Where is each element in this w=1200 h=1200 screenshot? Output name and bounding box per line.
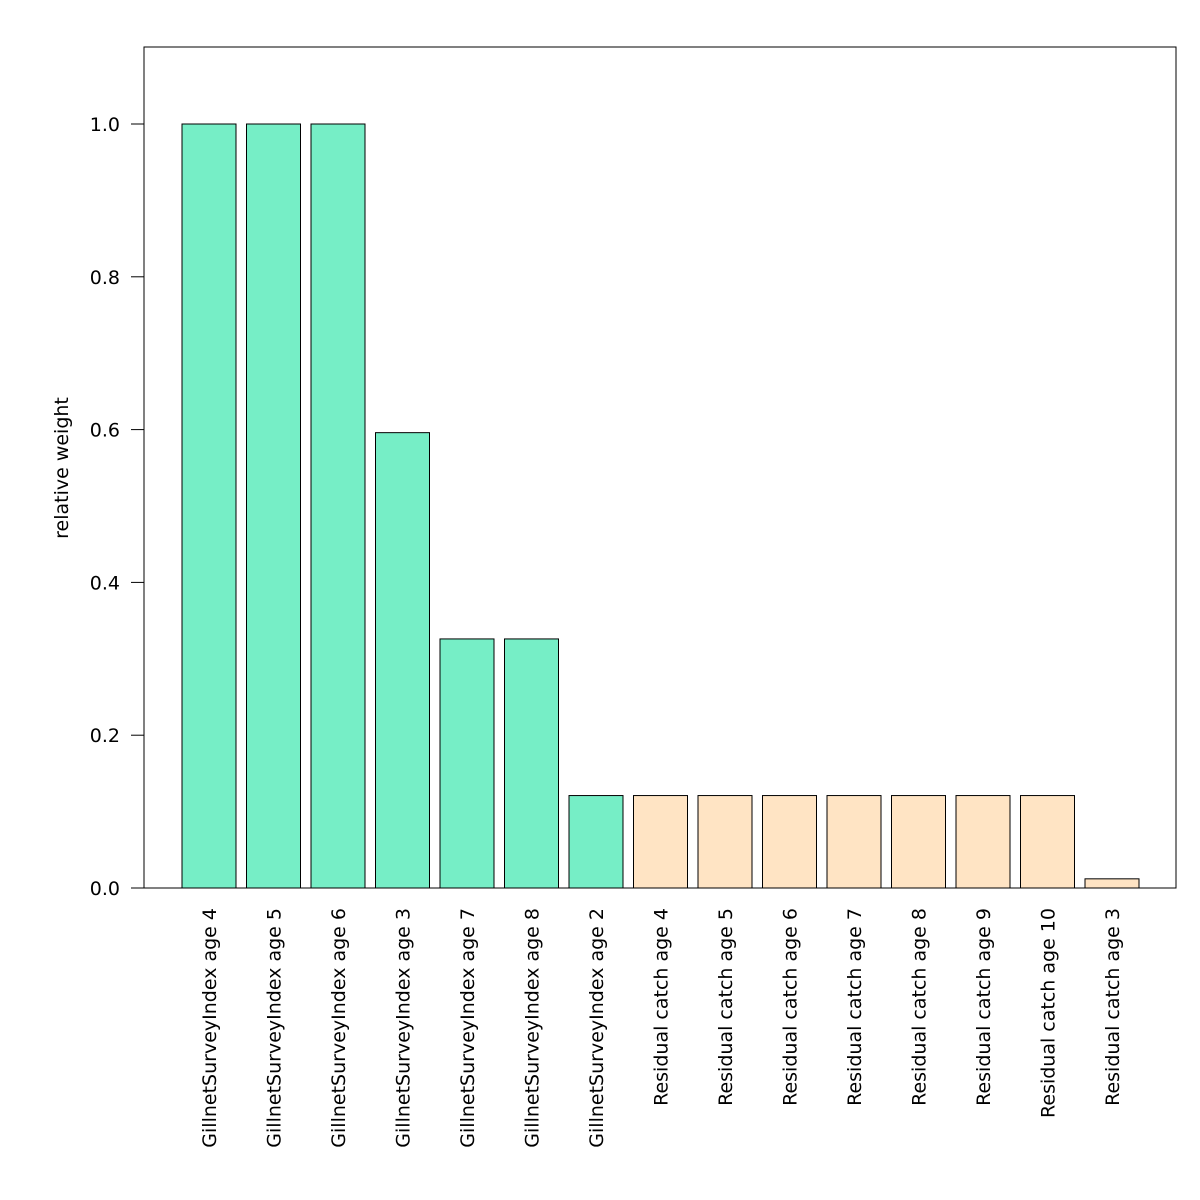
- bar: [955, 795, 1011, 889]
- bar: [891, 795, 946, 889]
- bar: [826, 795, 882, 889]
- x-tick-label: GillnetSurveyIndex age 2: [586, 908, 608, 1148]
- bar: [762, 795, 817, 889]
- x-tick-label: Residual catch age 10: [1038, 908, 1060, 1118]
- y-axis-label: relative weight: [51, 397, 73, 539]
- y-tick-label: 0.4: [90, 572, 120, 594]
- y-tick-label: 0.8: [90, 267, 120, 289]
- bar: [375, 432, 430, 889]
- bar: [1020, 795, 1075, 889]
- x-tick-label: Residual catch age 3: [1102, 908, 1124, 1106]
- bar: [633, 795, 688, 889]
- bar: [1084, 878, 1140, 889]
- x-tick-label: Residual catch age 6: [780, 908, 802, 1106]
- x-tick-label: GillnetSurveyIndex age 8: [522, 908, 544, 1148]
- bar: [439, 638, 495, 889]
- y-tick-label: 0.6: [90, 420, 120, 442]
- x-axis-labels: GillnetSurveyIndex age 4 GillnetSurveyInd…: [199, 908, 1124, 1148]
- y-tick-label: 0.0: [90, 878, 120, 900]
- bar: [697, 795, 753, 889]
- bar: [568, 795, 624, 889]
- x-tick-label: GillnetSurveyIndex age 4: [199, 908, 221, 1148]
- x-tick-label: Residual catch age 8: [909, 908, 931, 1106]
- y-tick-label: 1.0: [90, 114, 120, 136]
- bars-group: [181, 123, 1140, 889]
- y-tick-label: 0.2: [90, 725, 120, 747]
- bar: [504, 638, 559, 889]
- x-tick-label: GillnetSurveyIndex age 6: [328, 908, 350, 1148]
- x-tick-label: GillnetSurveyIndex age 5: [264, 908, 286, 1148]
- bar: [246, 123, 301, 889]
- x-tick-label: GillnetSurveyIndex age 3: [393, 908, 415, 1148]
- bar: [310, 123, 366, 889]
- y-axis: 0.0 0.2 0.4 0.6 0.8 1.0: [90, 114, 145, 900]
- x-tick-label: GillnetSurveyIndex age 7: [457, 908, 479, 1148]
- x-tick-label: Residual catch age 9: [973, 908, 995, 1106]
- x-tick-label: Residual catch age 7: [844, 908, 866, 1106]
- x-tick-label: Residual catch age 4: [651, 908, 673, 1106]
- x-tick-label: Residual catch age 5: [715, 908, 737, 1106]
- bar: [181, 123, 237, 889]
